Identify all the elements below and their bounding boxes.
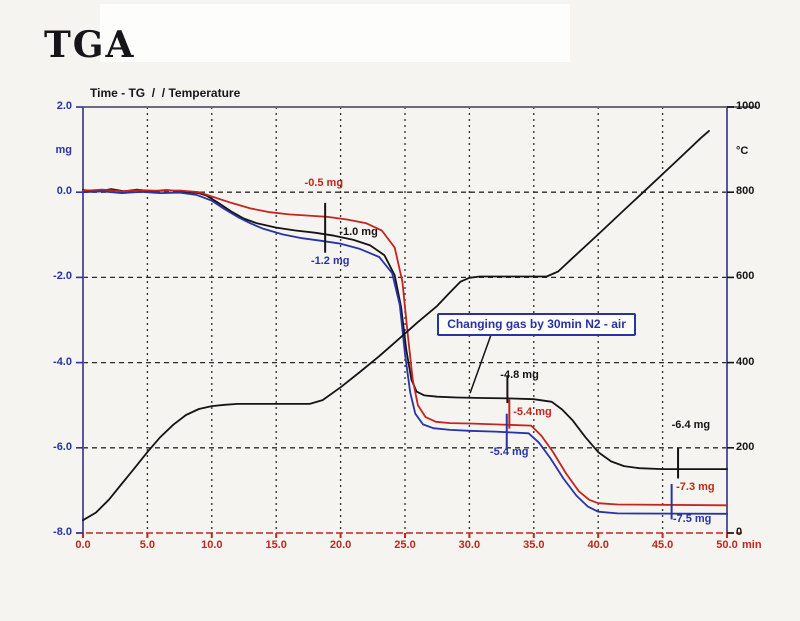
time-axis-tick-label: 40.0	[587, 539, 609, 551]
mass-step-annotation: -5.4 mg	[490, 446, 529, 459]
mg-axis-tick-label: 2.0	[56, 100, 72, 112]
time-axis-tick-label: 25.0	[394, 539, 416, 551]
time-axis-tick-label: 0.0	[75, 539, 91, 551]
tg-blue-curve	[82, 190, 728, 515]
temp-axis-tick-label: 1000	[736, 100, 761, 112]
mass-step-annotation: -6.4 mg	[671, 419, 711, 432]
time-axis-tick-label: 35.0	[523, 539, 545, 551]
left-axis-unit: mg	[55, 144, 73, 156]
chart-subtitle: Time - TG / / Temperature	[90, 86, 241, 100]
tg-red-curve	[82, 188, 728, 507]
time-axis-tick-label: 5.0	[139, 539, 156, 551]
x-axis-unit: min	[742, 539, 762, 551]
time-axis-tick-label: 20.0	[329, 539, 352, 551]
mass-step-annotation: -7.3 mg	[676, 480, 715, 493]
mg-axis-tick-label: -6.0	[53, 440, 72, 453]
time-axis-tick-label: 30.0	[458, 539, 481, 551]
gas-change-annotation-box: Changing gas by 30min N2 - air	[437, 313, 636, 337]
mass-step-annotation: -5.4 mg	[513, 406, 552, 419]
app-logo: TGA	[44, 24, 136, 66]
temp-axis-tick-label: 200	[736, 440, 755, 453]
temp-axis-tick-label: 400	[736, 355, 755, 368]
mg-axis-tick-label: 0.0	[56, 185, 72, 198]
temp-axis-tick-label: 800	[736, 185, 755, 198]
temp-axis-tick-label: 0	[736, 526, 743, 538]
mass-step-annotation: -7.5 mg	[672, 512, 712, 525]
time-axis-tick-label: 50.0	[716, 539, 738, 551]
temperature-curve	[82, 129, 710, 522]
mg-axis-tick-label: -2.0	[53, 270, 72, 283]
time-axis-tick-label: 10.0	[201, 539, 223, 551]
gas-box-callout-line	[469, 333, 493, 394]
time-axis-tick-label: 15.0	[265, 539, 287, 551]
mass-step-annotation: -0.5 mg	[304, 176, 344, 189]
time-axis-tick-label: 45.0	[651, 539, 674, 551]
mg-axis-tick-label: -8.0	[53, 526, 72, 538]
temp-axis-tick-label: 600	[736, 270, 755, 283]
mg-axis-tick-label: -4.0	[53, 355, 72, 368]
right-axis-unit: °C	[736, 145, 749, 157]
background-band	[100, 4, 570, 62]
mass-step-annotation: -1.2 mg	[310, 254, 350, 267]
mass-step-annotation: -4.8 mg	[500, 368, 539, 381]
mass-step-annotation: -1.0 mg	[339, 225, 378, 238]
